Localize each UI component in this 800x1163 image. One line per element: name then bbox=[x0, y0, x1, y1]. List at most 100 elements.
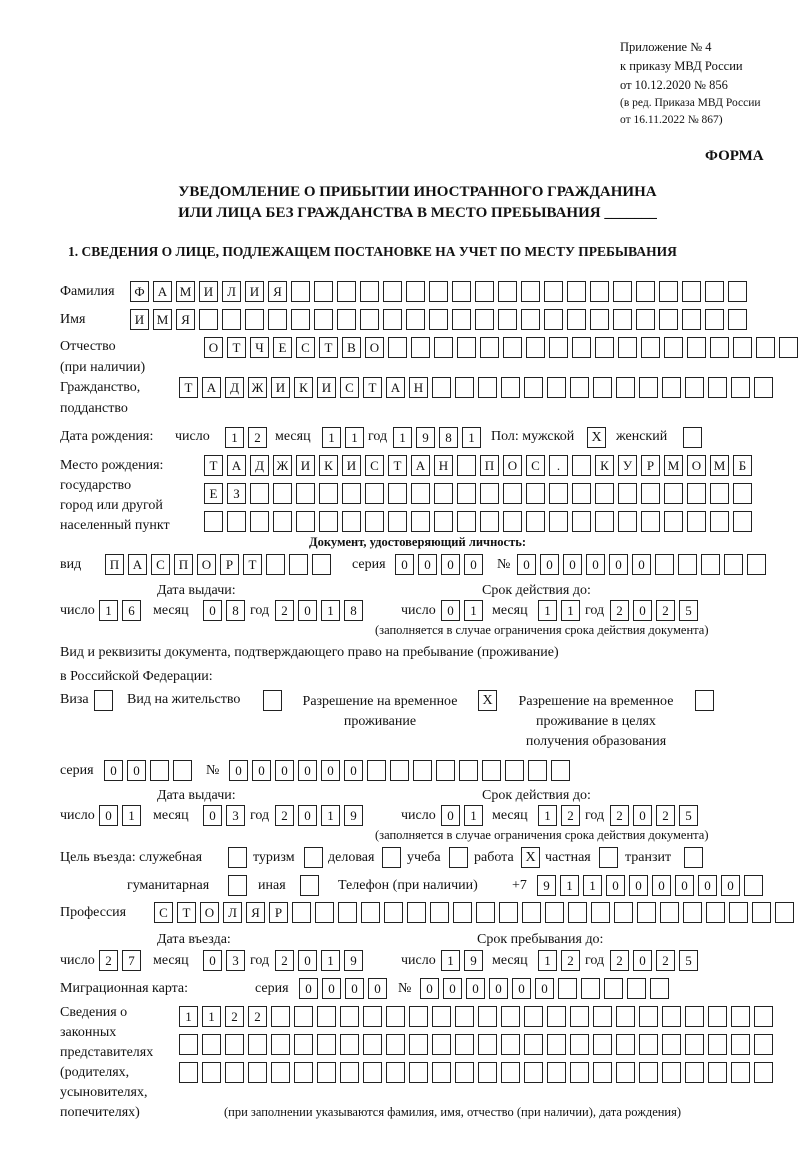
char-cell[interactable] bbox=[593, 1006, 612, 1027]
char-cell[interactable] bbox=[289, 554, 308, 575]
char-cell[interactable] bbox=[386, 1006, 405, 1027]
char-cell[interactable]: 2 bbox=[610, 600, 629, 621]
char-cell[interactable]: 2 bbox=[610, 950, 629, 971]
purpose-transit-checkbox[interactable] bbox=[684, 847, 703, 868]
char-cell[interactable] bbox=[498, 281, 517, 302]
char-cell[interactable] bbox=[683, 902, 702, 923]
char-cell[interactable]: К bbox=[595, 455, 614, 476]
char-cell[interactable] bbox=[678, 554, 697, 575]
char-cell[interactable] bbox=[436, 760, 455, 781]
char-cell[interactable] bbox=[501, 1006, 520, 1027]
char-cell[interactable]: 0 bbox=[298, 760, 317, 781]
char-cell[interactable]: 1 bbox=[393, 427, 412, 448]
char-cell[interactable] bbox=[754, 377, 773, 398]
char-cell[interactable]: 1 bbox=[441, 950, 460, 971]
char-cell[interactable] bbox=[558, 978, 577, 999]
char-cell[interactable]: 1 bbox=[321, 600, 340, 621]
char-cell[interactable]: Л bbox=[223, 902, 242, 923]
char-cell[interactable] bbox=[434, 483, 453, 504]
char-cell[interactable]: С bbox=[151, 554, 170, 575]
char-cell[interactable] bbox=[570, 1034, 589, 1055]
char-cell[interactable] bbox=[731, 1034, 750, 1055]
char-cell[interactable] bbox=[314, 309, 333, 330]
char-cell[interactable] bbox=[434, 337, 453, 358]
char-cell[interactable]: 2 bbox=[561, 950, 580, 971]
char-cell[interactable] bbox=[731, 377, 750, 398]
char-cell[interactable] bbox=[701, 554, 720, 575]
char-cell[interactable] bbox=[662, 1006, 681, 1027]
char-cell[interactable]: 1 bbox=[122, 805, 141, 826]
char-cell[interactable] bbox=[432, 377, 451, 398]
char-cell[interactable]: Т bbox=[177, 902, 196, 923]
char-cell[interactable] bbox=[248, 1034, 267, 1055]
char-cell[interactable] bbox=[627, 978, 646, 999]
char-cell[interactable]: 2 bbox=[99, 950, 118, 971]
char-cell[interactable]: 0 bbox=[606, 875, 625, 896]
char-cell[interactable] bbox=[452, 309, 471, 330]
char-cell[interactable]: Е bbox=[204, 483, 223, 504]
char-cell[interactable] bbox=[687, 337, 706, 358]
char-cell[interactable]: 0 bbox=[104, 760, 123, 781]
char-cell[interactable] bbox=[595, 483, 614, 504]
char-cell[interactable]: 5 bbox=[679, 600, 698, 621]
char-cell[interactable]: 2 bbox=[248, 427, 267, 448]
char-cell[interactable] bbox=[659, 309, 678, 330]
char-cell[interactable]: Ж bbox=[273, 455, 292, 476]
char-cell[interactable] bbox=[706, 902, 725, 923]
char-cell[interactable] bbox=[708, 1034, 727, 1055]
char-cell[interactable]: 1 bbox=[560, 875, 579, 896]
char-cell[interactable] bbox=[618, 483, 637, 504]
char-cell[interactable]: Я bbox=[268, 281, 287, 302]
char-cell[interactable] bbox=[687, 483, 706, 504]
char-cell[interactable] bbox=[250, 511, 269, 532]
char-cell[interactable]: 0 bbox=[322, 978, 341, 999]
char-cell[interactable]: 0 bbox=[418, 554, 437, 575]
char-cell[interactable] bbox=[294, 1062, 313, 1083]
char-cell[interactable] bbox=[459, 760, 478, 781]
char-cell[interactable] bbox=[733, 511, 752, 532]
char-cell[interactable] bbox=[544, 281, 563, 302]
char-cell[interactable] bbox=[595, 511, 614, 532]
char-cell[interactable] bbox=[779, 337, 798, 358]
char-cell[interactable]: К bbox=[294, 377, 313, 398]
char-cell[interactable] bbox=[340, 1062, 359, 1083]
temp-residence-checkbox[interactable]: X bbox=[478, 690, 497, 711]
char-cell[interactable] bbox=[591, 902, 610, 923]
char-cell[interactable]: 0 bbox=[368, 978, 387, 999]
char-cell[interactable]: Т bbox=[319, 337, 338, 358]
char-cell[interactable]: А bbox=[227, 455, 246, 476]
char-cell[interactable] bbox=[524, 1062, 543, 1083]
char-cell[interactable]: 7 bbox=[122, 950, 141, 971]
char-cell[interactable] bbox=[547, 1006, 566, 1027]
char-cell[interactable] bbox=[733, 337, 752, 358]
char-cell[interactable] bbox=[271, 1034, 290, 1055]
char-cell[interactable]: И bbox=[296, 455, 315, 476]
char-cell[interactable]: А bbox=[202, 377, 221, 398]
char-cell[interactable] bbox=[273, 511, 292, 532]
char-cell[interactable] bbox=[453, 902, 472, 923]
char-cell[interactable] bbox=[708, 377, 727, 398]
char-cell[interactable]: 1 bbox=[321, 950, 340, 971]
purpose-tourism-checkbox[interactable] bbox=[304, 847, 323, 868]
char-cell[interactable] bbox=[409, 1006, 428, 1027]
char-cell[interactable] bbox=[572, 483, 591, 504]
char-cell[interactable]: 0 bbox=[203, 950, 222, 971]
char-cell[interactable]: 0 bbox=[229, 760, 248, 781]
char-cell[interactable] bbox=[455, 377, 474, 398]
char-cell[interactable] bbox=[478, 377, 497, 398]
char-cell[interactable] bbox=[150, 760, 169, 781]
char-cell[interactable] bbox=[524, 1006, 543, 1027]
char-cell[interactable]: 0 bbox=[344, 760, 363, 781]
char-cell[interactable] bbox=[388, 511, 407, 532]
char-cell[interactable]: 2 bbox=[275, 600, 294, 621]
char-cell[interactable]: 1 bbox=[99, 600, 118, 621]
char-cell[interactable]: 0 bbox=[298, 950, 317, 971]
char-cell[interactable] bbox=[292, 902, 311, 923]
char-cell[interactable] bbox=[708, 1006, 727, 1027]
char-cell[interactable] bbox=[547, 1062, 566, 1083]
char-cell[interactable] bbox=[501, 1034, 520, 1055]
char-cell[interactable] bbox=[570, 377, 589, 398]
char-cell[interactable]: О bbox=[204, 337, 223, 358]
char-cell[interactable] bbox=[754, 1034, 773, 1055]
char-cell[interactable]: 0 bbox=[127, 760, 146, 781]
